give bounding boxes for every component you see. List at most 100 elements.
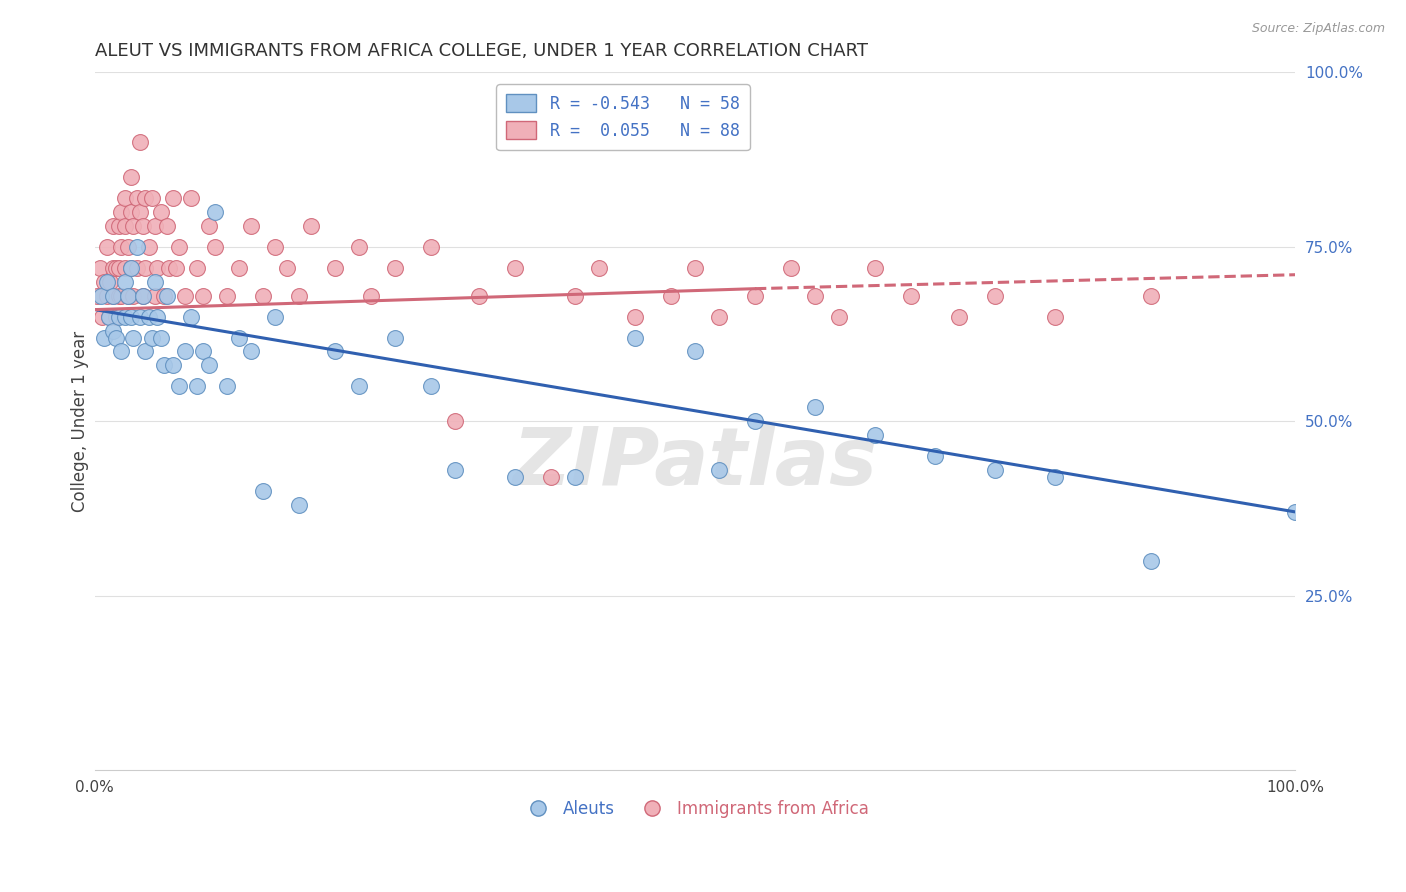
Point xyxy=(149,330,172,344)
Point xyxy=(129,205,152,219)
Point xyxy=(186,260,208,275)
Point xyxy=(263,310,285,324)
Text: Source: ZipAtlas.com: Source: ZipAtlas.com xyxy=(1251,22,1385,36)
Point xyxy=(122,288,145,302)
Point xyxy=(828,310,851,324)
Point xyxy=(162,359,184,373)
Point xyxy=(707,463,730,477)
Point xyxy=(129,135,152,149)
Point xyxy=(105,330,128,344)
Point xyxy=(120,260,142,275)
Point xyxy=(984,463,1007,477)
Point xyxy=(564,470,586,484)
Point xyxy=(91,310,114,324)
Point xyxy=(114,275,136,289)
Point xyxy=(347,240,370,254)
Point xyxy=(347,379,370,393)
Point xyxy=(105,310,128,324)
Point xyxy=(198,219,221,233)
Point xyxy=(780,260,803,275)
Point xyxy=(120,205,142,219)
Point xyxy=(149,205,172,219)
Point xyxy=(299,219,322,233)
Point xyxy=(101,324,124,338)
Point xyxy=(110,344,132,359)
Point xyxy=(173,288,195,302)
Point xyxy=(167,240,190,254)
Point xyxy=(125,191,148,205)
Point xyxy=(191,288,214,302)
Point xyxy=(204,205,226,219)
Point xyxy=(90,288,112,302)
Point xyxy=(1043,310,1066,324)
Point xyxy=(120,310,142,324)
Text: ZIPatlas: ZIPatlas xyxy=(512,424,877,502)
Point xyxy=(134,260,156,275)
Point xyxy=(153,359,176,373)
Point xyxy=(100,275,122,289)
Point xyxy=(146,310,169,324)
Point xyxy=(98,310,121,324)
Point xyxy=(683,344,706,359)
Point xyxy=(384,260,406,275)
Point xyxy=(1140,554,1163,568)
Point xyxy=(122,330,145,344)
Point xyxy=(138,310,160,324)
Point xyxy=(89,260,111,275)
Point xyxy=(165,260,187,275)
Point xyxy=(129,310,152,324)
Point xyxy=(125,260,148,275)
Point xyxy=(114,260,136,275)
Point xyxy=(96,240,118,254)
Point xyxy=(744,414,766,428)
Point xyxy=(384,330,406,344)
Point xyxy=(1284,505,1306,519)
Legend: Aleuts, Immigrants from Africa: Aleuts, Immigrants from Africa xyxy=(515,793,876,824)
Point xyxy=(215,379,238,393)
Point xyxy=(540,470,562,484)
Point xyxy=(191,344,214,359)
Point xyxy=(114,191,136,205)
Point xyxy=(122,219,145,233)
Point xyxy=(804,288,827,302)
Point xyxy=(468,288,491,302)
Point xyxy=(1043,470,1066,484)
Point xyxy=(98,310,121,324)
Point xyxy=(744,288,766,302)
Point xyxy=(683,260,706,275)
Point xyxy=(624,330,647,344)
Point xyxy=(323,344,346,359)
Point xyxy=(93,275,115,289)
Point xyxy=(93,330,115,344)
Point xyxy=(143,288,166,302)
Point xyxy=(101,260,124,275)
Point xyxy=(444,463,467,477)
Point xyxy=(180,310,202,324)
Point xyxy=(110,205,132,219)
Point xyxy=(153,288,176,302)
Point xyxy=(138,240,160,254)
Point xyxy=(588,260,610,275)
Point xyxy=(105,260,128,275)
Point xyxy=(101,288,124,302)
Point xyxy=(707,310,730,324)
Point xyxy=(360,288,382,302)
Point xyxy=(117,288,139,302)
Point xyxy=(186,379,208,393)
Point xyxy=(263,240,285,254)
Point xyxy=(101,219,124,233)
Point xyxy=(276,260,298,275)
Point xyxy=(114,219,136,233)
Point xyxy=(132,288,155,302)
Point xyxy=(143,219,166,233)
Point xyxy=(120,170,142,185)
Point xyxy=(132,219,155,233)
Point xyxy=(157,260,180,275)
Point xyxy=(86,288,108,302)
Point xyxy=(228,260,250,275)
Point xyxy=(167,379,190,393)
Point xyxy=(564,288,586,302)
Point xyxy=(239,219,262,233)
Point xyxy=(120,260,142,275)
Point xyxy=(117,288,139,302)
